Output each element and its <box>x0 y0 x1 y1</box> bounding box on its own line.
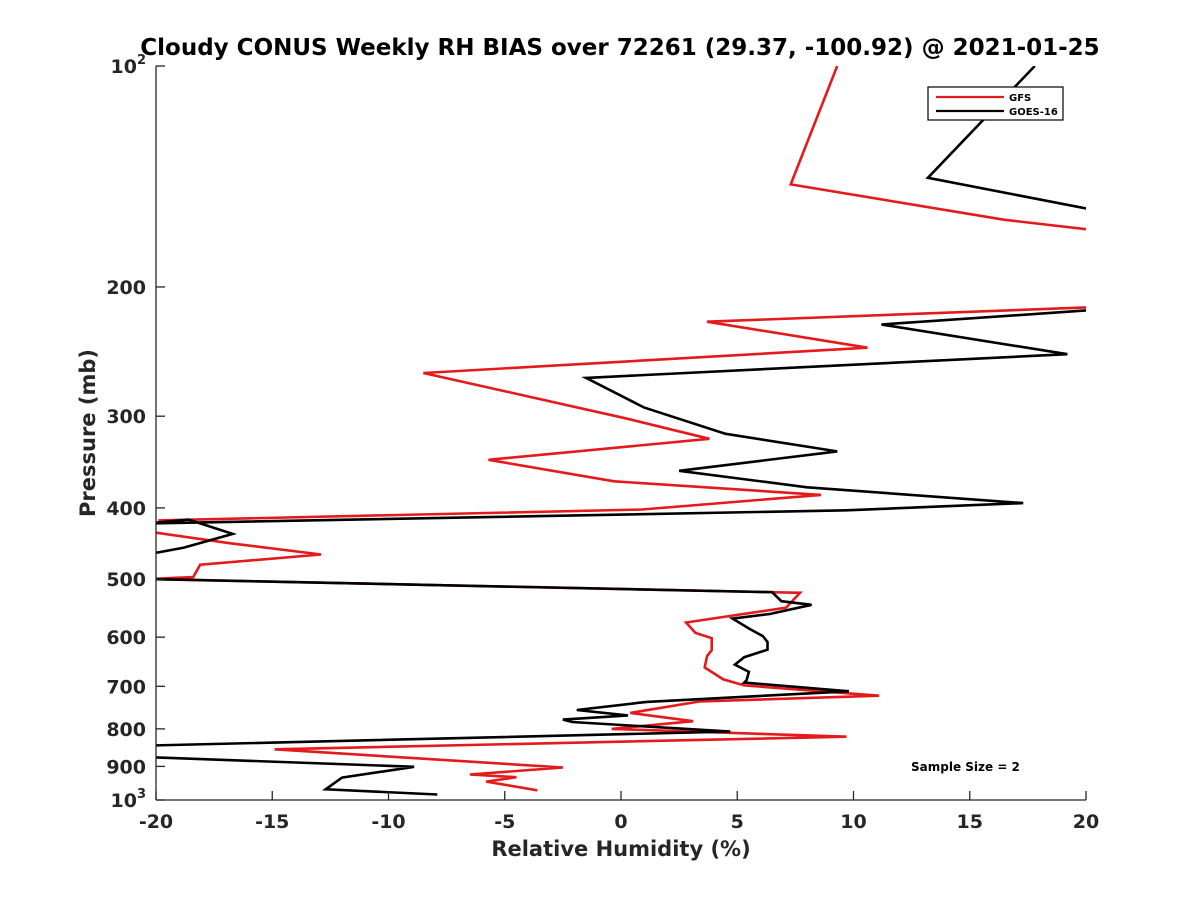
x-tick-label: 0 <box>614 811 627 833</box>
x-tick-label: 20 <box>1073 811 1099 833</box>
y-tick-label: 102 <box>111 53 147 78</box>
x-tick-label: 5 <box>731 811 744 833</box>
legend-label-goes16: GOES-16 <box>1009 107 1058 118</box>
y-axis-label: Pressure (mb) <box>76 349 100 517</box>
x-tick-label: -20 <box>139 811 173 833</box>
x-tick-label: -10 <box>371 811 405 833</box>
series-line-gfs <box>156 66 1086 792</box>
y-tick-label: 103 <box>111 787 147 812</box>
x-tick-label: 10 <box>840 811 866 833</box>
y-tick-label: 400 <box>106 498 146 520</box>
y-tick-label: 300 <box>106 406 146 428</box>
axes-layer: -20 -15 -10 -5 0 5 10 15 20 102 200 300 400 500 600 700… <box>106 53 1099 833</box>
legend: GFS GOES-16 <box>927 86 1064 121</box>
x-tick-label: -5 <box>494 811 515 833</box>
y-tick-label: 900 <box>106 756 146 778</box>
y-tick-label: 600 <box>106 627 146 649</box>
x-tick-label: -15 <box>255 811 289 833</box>
legend-label-gfs: GFS <box>1009 93 1031 104</box>
y-tick-label: 800 <box>106 719 146 741</box>
chart-title: Cloudy CONUS Weekly RH BIAS over 72261 (… <box>140 35 1099 61</box>
legend-box <box>927 86 1064 121</box>
y-tick-label: 200 <box>106 277 146 299</box>
y-tick-label: 500 <box>106 569 146 591</box>
x-axis-label: Relative Humidity (%) <box>491 837 750 861</box>
x-tick-label: 15 <box>957 811 983 833</box>
series-layer <box>156 66 1086 796</box>
sample-size-annotation: Sample Size = 2 <box>911 760 1020 774</box>
series-line-goes16 <box>156 66 1086 796</box>
y-tick-label: 700 <box>106 676 146 698</box>
